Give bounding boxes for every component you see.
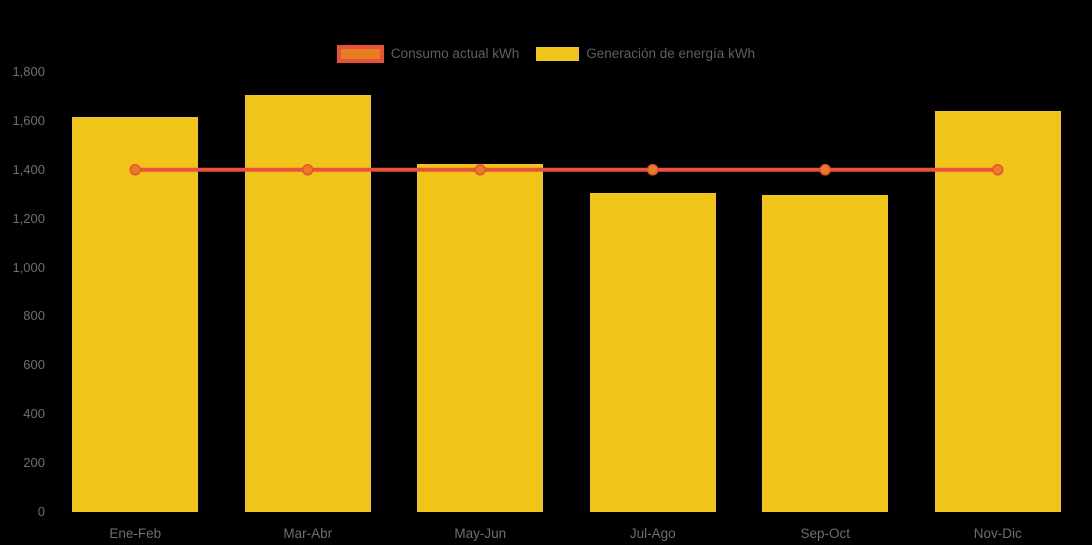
bar-May-Jun[interactable]	[417, 163, 544, 512]
legend-swatch-line-icon	[336, 45, 384, 63]
y-axis-tick-label: 0	[37, 504, 45, 519]
y-axis-tick-label: 800	[23, 308, 45, 324]
line-marker-Mar-Abr[interactable]	[302, 164, 314, 176]
x-axis-label-Ene-Feb: Ene-Feb	[109, 526, 162, 541]
y-axis-tick-label: 600	[23, 357, 45, 373]
legend-item-consumo-actual[interactable]: Consumo actual kWh	[336, 45, 520, 63]
legend-swatch-bar-icon	[536, 47, 580, 61]
bar-Nov-Dic[interactable]	[934, 111, 1061, 512]
x-axis-label-Mar-Abr: Mar-Abr	[283, 526, 333, 541]
y-axis-tick-label: 1,000	[12, 259, 45, 275]
x-axis-label-May-Jun: May-Jun	[454, 526, 507, 541]
y-axis-tick-label: 400	[23, 406, 45, 422]
chart-legend: Consumo actual kWh Generación de energía…	[0, 44, 1092, 64]
line-marker-Sep-Oct[interactable]	[819, 164, 831, 176]
line-marker-Jul-Ago[interactable]	[647, 164, 659, 176]
bar-Ene-Feb[interactable]	[72, 117, 199, 512]
x-axis-label-Nov-Dic: Nov-Dic	[973, 526, 1022, 541]
line-marker-Ene-Feb[interactable]	[129, 164, 141, 176]
legend-label-consumo-actual: Consumo actual kWh	[390, 46, 520, 61]
bar-Jul-Ago[interactable]	[589, 193, 716, 512]
legend-label-generacion-energia: Generación de energía kWh	[586, 46, 756, 61]
legend-item-generacion-energia[interactable]: Generación de energía kWh	[536, 46, 755, 62]
x-axis-label-Sep-Oct: Sep-Oct	[800, 526, 851, 541]
line-marker-Nov-Dic[interactable]	[992, 164, 1004, 176]
y-axis-tick-label: 1,200	[12, 210, 45, 226]
y-axis-tick-label: 1,600	[12, 112, 45, 128]
x-axis-label-Jul-Ago: Jul-Ago	[629, 526, 676, 541]
y-axis-tick-label: 200	[23, 455, 45, 471]
y-axis-tick-label: 1,800	[12, 64, 45, 79]
bar-Sep-Oct[interactable]	[762, 195, 889, 512]
line-marker-May-Jun[interactable]	[474, 164, 486, 176]
y-axis-tick-label: 1,400	[12, 161, 45, 177]
